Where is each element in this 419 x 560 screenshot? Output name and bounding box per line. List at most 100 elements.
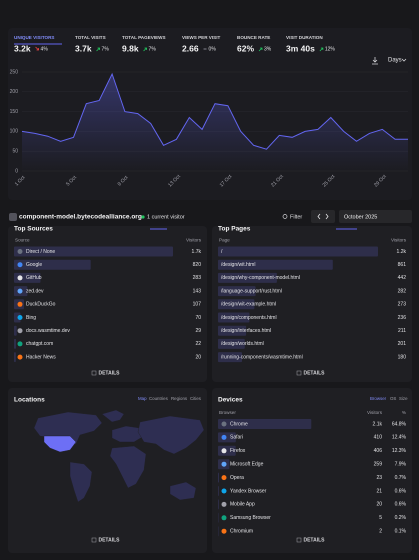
details-button[interactable]: DETAILS [98, 370, 120, 376]
row-value: 180 [398, 354, 407, 360]
stat-value[interactable]: 9.8k [122, 43, 139, 53]
tab[interactable]: Browser [370, 396, 387, 401]
trend-arrow [35, 46, 39, 51]
stat-label[interactable]: UNIQUE VISITORS [14, 35, 55, 40]
row-name[interactable]: / [221, 249, 223, 255]
y-tick-label: 100 [10, 129, 19, 135]
row-name[interactable]: Samsung Browser [230, 515, 271, 521]
row-name[interactable]: chatgpt.com [26, 341, 53, 347]
row-name[interactable]: /design/wit.html [221, 262, 255, 268]
row-bar [14, 246, 173, 257]
tab[interactable]: Size [399, 396, 408, 401]
row-value: 236 [398, 315, 407, 321]
row-bar [218, 338, 245, 349]
row-name[interactable]: /running-components/wasmtime.html [221, 354, 303, 360]
stat-label[interactable]: TOTAL PAGEVIEWS [122, 35, 166, 40]
row-name[interactable]: Hacker News [26, 354, 56, 360]
row-name[interactable]: /design/why-component-model.html [221, 275, 300, 281]
row-value: 211 [398, 328, 406, 334]
trend-arrow [319, 47, 324, 52]
row-value: 201 [398, 341, 407, 347]
stat-change: 4% [41, 46, 49, 52]
row-percent: 0.6% [395, 502, 407, 508]
details-icon [296, 537, 302, 543]
panel-title: Top Pages [218, 226, 251, 233]
period-arrows[interactable] [311, 210, 335, 223]
row-name[interactable]: /design/components.html [221, 315, 277, 321]
tab[interactable]: Map [138, 396, 147, 401]
row-name[interactable]: Safari [230, 435, 243, 441]
y-tick-label: 150 [10, 109, 19, 115]
row-name[interactable]: GitHub [26, 275, 42, 281]
favicon [9, 213, 17, 221]
column-header: Source [15, 238, 30, 243]
panel-title: Devices [218, 397, 243, 404]
filter-button[interactable]: Filter [290, 214, 302, 220]
row-name[interactable]: Direct / None [26, 249, 55, 255]
row-value: 406 [374, 448, 383, 454]
row-bar [218, 419, 312, 429]
period-select[interactable] [339, 210, 412, 223]
row-name[interactable]: Google [26, 262, 42, 268]
row-percent: 7.9% [395, 462, 407, 468]
stat-value[interactable]: 62% [237, 43, 254, 53]
row-value: 143 [193, 288, 202, 294]
row-name[interactable]: /design/worlds.html [221, 341, 264, 347]
y-tick-label: 250 [10, 69, 19, 75]
interval-select[interactable]: Days [388, 58, 402, 64]
row-name[interactable]: docs.wasmtime.dev [26, 328, 70, 334]
stat-label[interactable]: VIEWS PER VISIT [182, 35, 220, 40]
trend-arrow [258, 47, 263, 52]
panel-title: Locations [14, 397, 45, 404]
row-name[interactable]: Chrome [230, 421, 248, 427]
tab[interactable]: Regions [171, 396, 188, 401]
row-name[interactable]: DuckDuckGo [26, 302, 56, 308]
details-button[interactable]: DETAILS [98, 537, 120, 543]
row-name[interactable]: /design/interfaces.html [221, 328, 271, 334]
row-bar [218, 312, 250, 323]
stat-change: 3% [264, 46, 272, 52]
tab[interactable]: Countries [149, 396, 169, 401]
row-name[interactable]: Firefox [230, 448, 246, 454]
tab[interactable]: Cities [190, 396, 202, 401]
details-button[interactable]: DETAILS [303, 370, 325, 376]
current-visitors[interactable]: 1 current visitor [147, 214, 185, 220]
row-icon [221, 488, 227, 494]
row-value: 410 [374, 435, 383, 441]
row-bar [14, 312, 21, 323]
stat-value[interactable]: 3.7k [75, 43, 92, 53]
row-name[interactable]: Bing [26, 315, 36, 321]
row-name[interactable]: Yandex Browser [230, 488, 267, 494]
stat-label[interactable]: BOUNCE RATE [237, 35, 270, 40]
stat-label[interactable]: TOTAL VISITS [75, 35, 106, 40]
row-name[interactable]: Chromium [230, 529, 253, 535]
tab[interactable]: OS [390, 396, 396, 401]
row-name[interactable]: /language-support/rust.html [221, 288, 282, 294]
arrow-icons [317, 213, 329, 220]
site-name[interactable]: component-model.bytecodealliance.org [19, 214, 142, 221]
stat-value[interactable]: 2.66 [182, 43, 199, 53]
row-icon [221, 461, 227, 467]
stat-change: 7% [102, 46, 110, 52]
row-name[interactable]: Mobile App [230, 502, 255, 508]
row-bar [14, 352, 16, 363]
line-series [21, 72, 408, 150]
row-value: 107 [193, 302, 202, 308]
row-bar [218, 299, 255, 310]
row-bar [218, 352, 242, 363]
stat-value[interactable]: 3m 40s [286, 43, 315, 53]
row-bar [218, 325, 247, 336]
row-name[interactable]: zed.dev [26, 288, 44, 294]
stat-label[interactable]: VISIT DURATION [286, 35, 323, 40]
row-name[interactable]: /design/wit-example.html [221, 302, 276, 308]
row-bar [218, 272, 277, 283]
download-icon[interactable] [372, 57, 378, 65]
row-name[interactable]: Microsoft Edge [230, 462, 264, 468]
row-value: 820 [193, 262, 202, 268]
column-header: Visitors [367, 410, 383, 415]
details-button[interactable]: DETAILS [303, 537, 325, 543]
row-icon [221, 515, 227, 521]
row-name[interactable]: Opera [230, 475, 244, 481]
period-label[interactable]: October 2025 [344, 214, 377, 220]
stat-value[interactable]: 3.2k [14, 43, 31, 53]
